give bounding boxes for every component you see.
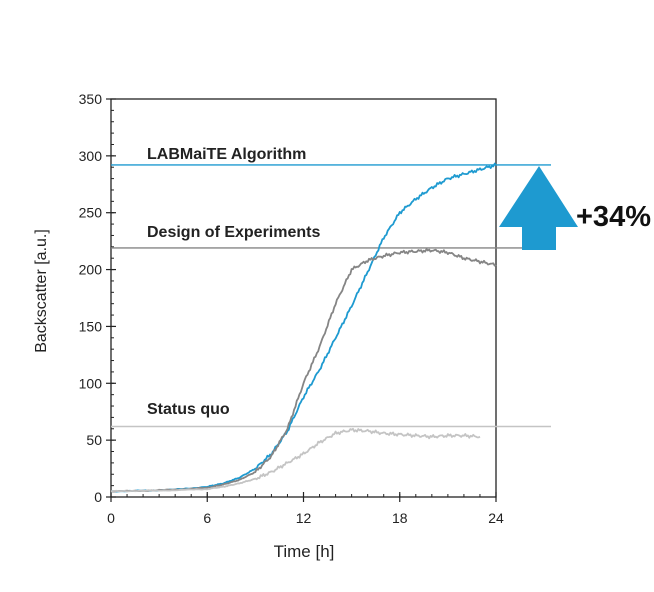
- annotation-design-of-experiments: Design of Experiments: [147, 224, 320, 241]
- annotation-status-quo: Status quo: [147, 401, 230, 418]
- y-tick-label: 300: [79, 148, 103, 164]
- x-tick-label: 24: [488, 510, 504, 526]
- x-tick-label: 6: [203, 510, 211, 526]
- y-tick-label: 100: [79, 375, 103, 391]
- series-line-2: [110, 427, 481, 493]
- y-tick-label: 150: [79, 318, 103, 334]
- series-line-1: [110, 248, 497, 493]
- y-axis-label: Backscatter [a.u.]: [33, 229, 50, 353]
- axes-layer: 0 50 100 150 200 250 300 350 0 6 12 18 24: [79, 91, 504, 526]
- x-axis-label: Time [h]: [274, 542, 335, 561]
- y-tick-label: 50: [86, 432, 102, 448]
- x-tick-label: 12: [296, 510, 312, 526]
- series-line-0: [110, 162, 497, 493]
- reference-lines-layer: [111, 164, 551, 428]
- y-tick-label: 250: [79, 205, 103, 221]
- y-tick-label: 350: [79, 91, 103, 107]
- x-tick-label: 18: [392, 510, 408, 526]
- series-layer: [110, 162, 497, 493]
- y-tick-label: 0: [94, 489, 102, 505]
- improvement-percentage: +34%: [576, 201, 651, 233]
- y-tick-label: 200: [79, 262, 103, 278]
- annotation-labmaite-algorithm: LABMaiTE Algorithm: [147, 146, 306, 163]
- improvement-up-arrow-icon: [499, 166, 578, 250]
- x-tick-label: 0: [107, 510, 115, 526]
